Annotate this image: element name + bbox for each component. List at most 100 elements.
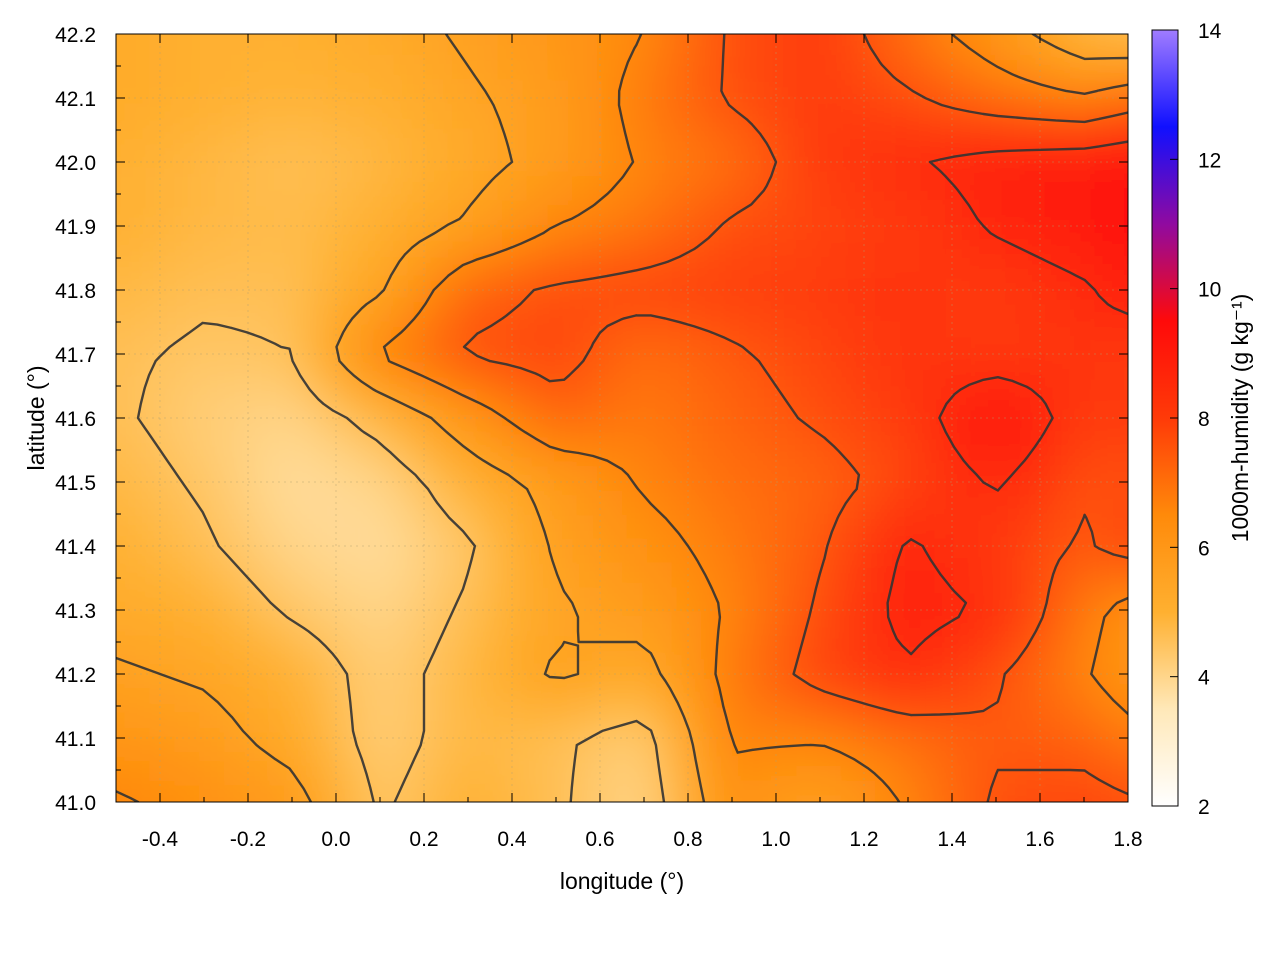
heatmap-cell: [1119, 683, 1128, 709]
heatmap-cell: [871, 805, 897, 830]
heatmap-cell: [1119, 708, 1128, 734]
heatmap-cell: [473, 829, 499, 854]
heatmap-cell: [1019, 466, 1046, 492]
heatmap-cell: [124, 127, 151, 153]
heatmap-cell: [870, 587, 897, 613]
heatmap-cell: [1094, 587, 1121, 613]
heatmap-cell: [547, 55, 574, 81]
heatmap-cell: [671, 103, 698, 129]
heatmap-cell: [497, 127, 524, 153]
heatmap-cell: [1044, 176, 1071, 202]
heatmap-cell: [423, 708, 449, 734]
heatmap-cell: [323, 611, 350, 637]
heatmap-cell: [472, 272, 499, 298]
heatmap-cell: [116, 611, 126, 637]
heatmap-cell: [895, 369, 922, 395]
heatmap-cell: [820, 224, 847, 250]
heatmap-cell: [920, 272, 947, 298]
heatmap-cell: [124, 635, 151, 661]
heatmap-cell: [1069, 611, 1096, 637]
heatmap-cell: [174, 297, 201, 323]
heatmap-cell: [1095, 0, 1121, 8]
heatmap-cell: [323, 538, 350, 564]
heatmap-cell: [821, 7, 847, 32]
heatmap-cell: [124, 248, 151, 274]
heatmap-cell: [1119, 805, 1145, 830]
heatmap-cell: [572, 805, 598, 830]
heatmap-cell: [472, 611, 499, 637]
heatmap-cell: [945, 297, 971, 323]
heatmap-cell: [970, 805, 996, 830]
heatmap-cell: [995, 611, 1021, 637]
heatmap-cell: [373, 127, 399, 153]
heatmap-cell: [1019, 780, 1046, 802]
heatmap-cell: [771, 466, 797, 492]
heatmap-cell: [273, 55, 300, 81]
heatmap-cell: [796, 0, 822, 8]
heatmap-cell: [1044, 345, 1071, 371]
heatmap-cell: [646, 587, 673, 613]
heatmap-cell: [224, 224, 250, 250]
heatmap-cell: [224, 297, 250, 323]
heatmap-cell: [845, 345, 872, 371]
heatmap-cell: [174, 756, 201, 782]
heatmap-cell: [522, 635, 549, 661]
heatmap-cell: [622, 829, 648, 854]
heatmap-cell: [1094, 200, 1121, 226]
heatmap-cell: [448, 829, 474, 854]
heatmap-cell: [324, 0, 350, 8]
heatmap-cell: [845, 103, 872, 129]
heatmap-cell: [398, 127, 424, 153]
heatmap-cell: [1019, 683, 1046, 709]
heatmap-cell: [820, 248, 847, 274]
heatmap-cell: [671, 683, 698, 709]
heatmap-cell: [547, 34, 574, 57]
heatmap-cell: [1019, 272, 1046, 298]
heatmap-cell: [323, 152, 350, 178]
heatmap-cell: [970, 272, 996, 298]
heatmap-cell: [273, 659, 300, 685]
heatmap-cell: [820, 297, 847, 323]
heatmap-cell: [224, 152, 250, 178]
heatmap-cell: [348, 34, 375, 57]
heatmap-cell: [845, 176, 872, 202]
heatmap-cell: [273, 732, 300, 758]
y-tick-label: 41.6: [55, 408, 96, 431]
heatmap-cell: [423, 442, 449, 468]
heatmap-cell: [116, 466, 126, 492]
heatmap-cell: [895, 34, 922, 57]
heatmap-cell: [696, 369, 723, 395]
heatmap-cell: [423, 200, 449, 226]
heatmap-cell: [1069, 466, 1096, 492]
heatmap-cell: [447, 659, 474, 685]
heatmap-cell: [248, 79, 275, 105]
heatmap-cell: [796, 780, 822, 802]
heatmap-cell: [945, 393, 971, 419]
heatmap-cell: [820, 345, 847, 371]
heatmap-cell: [821, 805, 847, 830]
heatmap-cell: [970, 829, 996, 854]
heatmap-cell: [174, 0, 200, 8]
heatmap-cell: [796, 200, 822, 226]
heatmap-cell: [1019, 200, 1046, 226]
heatmap-cell: [671, 248, 698, 274]
heatmap-cell: [995, 780, 1021, 802]
heatmap-cell: [1094, 780, 1121, 802]
heatmap-cell: [472, 563, 499, 589]
heatmap-cell: [149, 34, 176, 57]
heatmap-cell: [995, 829, 1021, 854]
heatmap-cell: [945, 224, 971, 250]
heatmap-cell: [572, 683, 598, 709]
heatmap-cell: [597, 55, 623, 81]
heatmap-cell: [671, 369, 698, 395]
heatmap-cell: [149, 708, 176, 734]
heatmap-cell: [248, 418, 275, 443]
heatmap-cell: [274, 805, 300, 830]
heatmap-cell: [671, 756, 698, 782]
heatmap-cell: [298, 127, 325, 153]
heatmap-cell: [75, 756, 101, 781]
heatmap-cell: [796, 321, 822, 347]
heatmap-cell: [398, 393, 424, 419]
heatmap-cell: [398, 103, 424, 129]
heatmap-cell: [149, 369, 176, 395]
